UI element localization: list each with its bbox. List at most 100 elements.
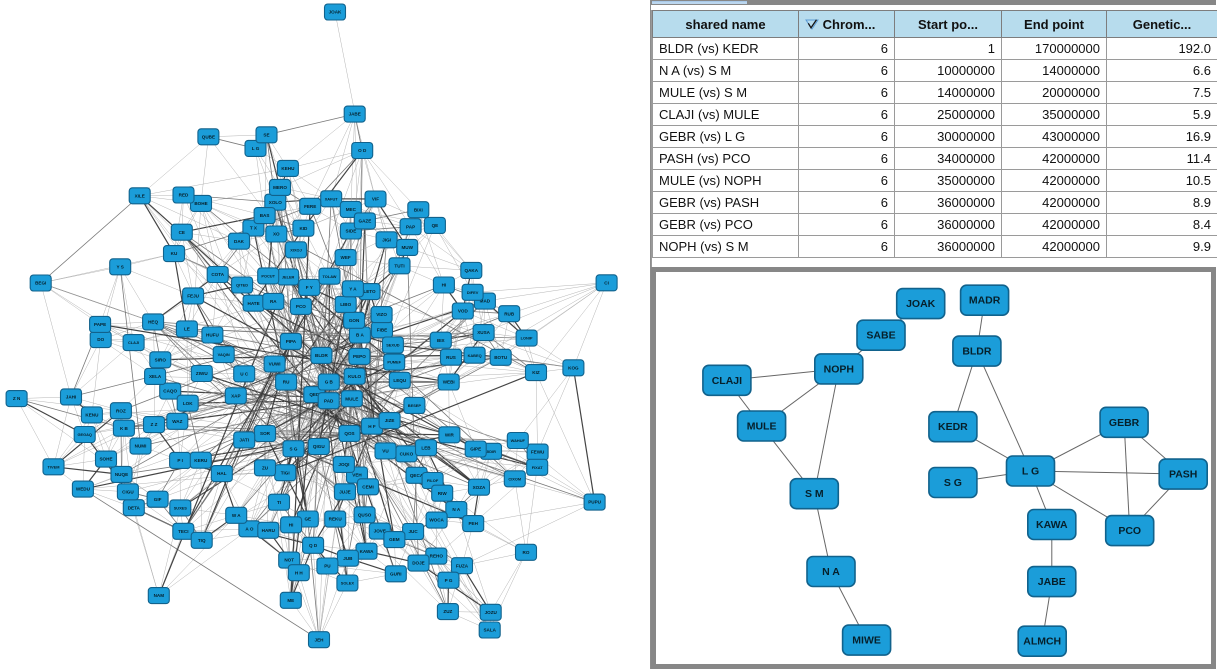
svg-text:PAPE: PAPE: [94, 322, 106, 327]
svg-text:KAWA: KAWA: [1036, 519, 1068, 531]
svg-text:WAHUF: WAHUF: [511, 438, 526, 443]
svg-text:H H: H H: [295, 570, 304, 575]
svg-text:P I: P I: [177, 458, 183, 463]
svg-text:DIFEV: DIFEV: [467, 290, 479, 295]
svg-text:Z Z: Z Z: [151, 422, 158, 427]
svg-text:VIF: VIF: [372, 197, 379, 202]
svg-text:FIXAT: FIXAT: [532, 465, 544, 470]
svg-text:PAP: PAP: [406, 224, 415, 229]
svg-text:QOS: QOS: [344, 431, 354, 436]
svg-text:LETO: LETO: [363, 289, 376, 294]
svg-text:SOHE: SOHE: [99, 457, 112, 462]
svg-text:DAK: DAK: [234, 239, 245, 244]
svg-text:O D: O D: [358, 148, 367, 153]
svg-text:QUSO: QUSO: [358, 512, 372, 517]
svg-text:SUXES: SUXES: [174, 506, 188, 511]
svg-text:GIF: GIF: [154, 497, 162, 502]
svg-text:QUBE: QUBE: [202, 134, 215, 139]
svg-text:KEDR: KEDR: [938, 421, 968, 433]
svg-text:TI: TI: [277, 500, 281, 505]
svg-text:GEBR: GEBR: [1109, 417, 1140, 429]
svg-text:REHO: REHO: [430, 554, 444, 559]
svg-text:HARU: HARU: [262, 528, 276, 533]
svg-text:A O: A O: [245, 526, 253, 531]
svg-text:WEBI: WEBI: [443, 380, 455, 385]
svg-text:Z N: Z N: [13, 396, 21, 401]
svg-text:JAHI: JAHI: [66, 395, 76, 400]
svg-text:REKU: REKU: [329, 517, 343, 522]
svg-text:S M: S M: [805, 488, 824, 500]
svg-text:SOLEX: SOLEX: [341, 581, 355, 586]
svg-text:JUJE: JUJE: [339, 489, 351, 494]
svg-text:VEH: VEH: [352, 473, 362, 478]
svg-text:N A: N A: [452, 507, 460, 512]
svg-text:MUW: MUW: [401, 245, 413, 250]
svg-text:PEH: PEH: [468, 521, 478, 526]
svg-text:WEDU: WEDU: [76, 487, 91, 492]
svg-text:XELA: XELA: [149, 374, 162, 379]
svg-text:L G: L G: [1022, 466, 1039, 478]
svg-text:LEQU: LEQU: [393, 378, 406, 383]
svg-text:RUB: RUB: [504, 311, 515, 316]
svg-text:JOAK: JOAK: [906, 298, 936, 310]
svg-text:CIGU: CIGU: [122, 489, 134, 494]
svg-text:MULE: MULE: [747, 421, 777, 433]
svg-text:XOZA: XOZA: [473, 485, 486, 490]
svg-text:PIPA: PIPA: [286, 339, 297, 344]
svg-text:CI: CI: [604, 280, 609, 285]
svg-text:PASH: PASH: [1169, 469, 1197, 481]
svg-text:SALA: SALA: [483, 628, 496, 633]
svg-text:S G: S G: [944, 477, 962, 489]
svg-text:U C: U C: [240, 371, 249, 376]
svg-text:NUQE: NUQE: [115, 472, 128, 477]
svg-text:F Y: F Y: [306, 285, 313, 290]
svg-text:GEM: GEM: [389, 537, 400, 542]
svg-text:SABE: SABE: [866, 330, 895, 342]
svg-text:TECI: TECI: [178, 529, 188, 534]
svg-text:JATI: JATI: [239, 438, 249, 443]
svg-text:W A: W A: [232, 513, 241, 518]
svg-text:CLAJI: CLAJI: [712, 375, 742, 387]
svg-text:ALMCH: ALMCH: [1023, 636, 1061, 648]
svg-text:TIQ: TIQ: [198, 538, 206, 543]
svg-text:LIBO: LIBO: [340, 302, 351, 307]
svg-text:TUTI: TUTI: [394, 263, 404, 268]
svg-text:HI: HI: [442, 283, 447, 288]
svg-text:KERU: KERU: [194, 458, 208, 463]
svg-text:S G: S G: [290, 446, 298, 451]
svg-text:TIGI: TIGI: [281, 470, 290, 475]
svg-text:KULO: KULO: [348, 374, 361, 379]
svg-text:XILE: XILE: [135, 193, 145, 198]
svg-text:BAS: BAS: [260, 213, 270, 218]
svg-text:ZU: ZU: [262, 465, 269, 470]
svg-text:GEGAQ: GEGAQ: [77, 432, 91, 437]
svg-text:ZUZ: ZUZ: [443, 609, 452, 614]
svg-text:G B: G B: [325, 380, 334, 385]
svg-text:GAZE: GAZE: [359, 219, 372, 224]
svg-text:NOT: NOT: [284, 558, 294, 563]
svg-text:BOHE: BOHE: [194, 201, 207, 206]
svg-text:FILOF: FILOF: [427, 478, 439, 483]
svg-text:NUMI: NUMI: [135, 444, 147, 449]
svg-text:DO: DO: [97, 337, 104, 342]
svg-text:CUKO: CUKO: [400, 451, 414, 456]
svg-text:FUZA: FUZA: [456, 563, 469, 568]
svg-text:XO: XO: [273, 232, 280, 237]
svg-text:HATE: HATE: [248, 301, 260, 306]
svg-text:WIR: WIR: [445, 432, 455, 437]
svg-text:PUPU: PUPU: [588, 500, 601, 505]
svg-text:LOK: LOK: [183, 401, 193, 406]
svg-text:VUWI: VUWI: [269, 362, 281, 367]
svg-text:CAQO: CAQO: [163, 389, 177, 394]
svg-text:FIBE: FIBE: [377, 327, 387, 332]
svg-text:HAL: HAL: [217, 471, 227, 476]
svg-text:MIWE: MIWE: [852, 635, 881, 647]
svg-text:CIXOM: CIXOM: [508, 476, 521, 481]
svg-text:WAZ: WAZ: [172, 419, 182, 424]
svg-text:HEQ: HEQ: [148, 320, 158, 325]
svg-text:GURI: GURI: [390, 571, 401, 576]
svg-text:L G: L G: [252, 146, 260, 151]
svg-text:MERO: MERO: [273, 185, 287, 190]
svg-text:XUSA: XUSA: [477, 330, 490, 335]
svg-text:JOZU: JOZU: [485, 610, 498, 615]
